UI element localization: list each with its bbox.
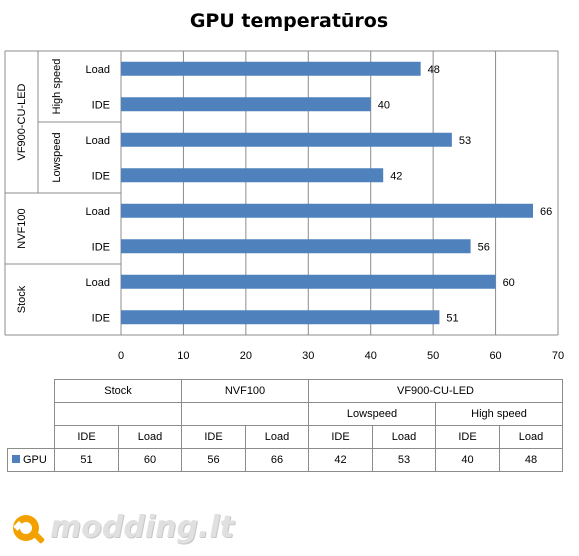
bar	[121, 61, 421, 76]
table-header-row-top: Stock NVF100 VF900-CU-LED	[8, 379, 563, 403]
category-label: IDE	[92, 312, 110, 324]
data-label: 53	[459, 135, 471, 147]
table-col-header: Load	[372, 425, 436, 449]
table-header-nvf100-sub	[181, 402, 309, 426]
logo-text: modding.lt	[50, 510, 234, 545]
category-label: Load	[86, 64, 110, 76]
table-col-header: Load	[245, 425, 309, 449]
category-label: Load	[86, 277, 110, 289]
table-row-gpu: GPU 51 60 56 66 42 53 40 48	[7, 448, 563, 472]
data-label: 40	[378, 99, 390, 111]
x-tick-label: 50	[427, 350, 439, 362]
x-tick-label: 60	[489, 350, 501, 362]
group-label: VF900-CU-LED	[16, 83, 28, 160]
subgroup-label: Lowspeed	[51, 132, 63, 182]
wrench-icon	[13, 515, 45, 544]
bar	[121, 168, 384, 183]
data-label: 66	[540, 206, 552, 218]
data-label: 51	[446, 312, 458, 324]
table-header-vf900: VF900-CU-LED	[308, 379, 563, 403]
bar	[121, 239, 471, 254]
table-header-nvf100: NVF100	[181, 379, 309, 403]
group-label: NVF100	[16, 208, 28, 248]
table-cell: 40	[435, 448, 500, 472]
x-tick-label: 70	[552, 350, 564, 362]
bar	[121, 203, 534, 218]
x-tick-label: 20	[240, 350, 252, 362]
data-label: 60	[503, 277, 515, 289]
table-row-label-text: GPU	[23, 454, 47, 466]
category-label: IDE	[92, 99, 110, 111]
table-header-row-sub: Lowspeed High speed	[8, 402, 563, 426]
table-col-header: Load	[499, 425, 563, 449]
table-cell: 60	[118, 448, 182, 472]
category-label: IDE	[92, 170, 110, 182]
table-header-lowspeed: Lowspeed	[308, 402, 436, 426]
category-label: Load	[86, 206, 110, 218]
table-col-header: IDE	[54, 425, 119, 449]
table-row-label: GPU	[7, 448, 55, 472]
table-col-header: Load	[118, 425, 182, 449]
chart: GPU temperatūros 48 Load 40 IDE 53 Load 42 IDE 6…	[4, 10, 564, 362]
x-tick-label: 10	[177, 350, 189, 362]
table-header-stock-sub	[54, 402, 182, 426]
x-tick-label: 0	[118, 350, 124, 362]
data-table: Stock NVF100 VF900-CU-LED Lowspeed High …	[7, 379, 563, 472]
subgroup-label: High speed	[51, 59, 63, 115]
table-cell: 48	[499, 448, 563, 472]
data-label: 48	[428, 64, 440, 76]
data-label: 42	[390, 170, 402, 182]
table-header-highspeed: High speed	[435, 402, 563, 426]
table-cell: 51	[54, 448, 119, 472]
logo: modding.lt	[10, 510, 234, 550]
legend-key	[12, 455, 20, 464]
table-col-header: IDE	[181, 425, 246, 449]
x-tick-label: 30	[302, 350, 314, 362]
bar	[121, 310, 440, 325]
table-header-row-cols: IDE Load IDE Load IDE Load IDE Load	[8, 425, 563, 449]
table-col-header: IDE	[435, 425, 500, 449]
table-cell: 53	[372, 448, 436, 472]
bar	[121, 132, 452, 147]
category-label: Load	[86, 135, 110, 147]
table-cell: 42	[308, 448, 373, 472]
x-tick-label: 40	[365, 350, 377, 362]
table-cell: 66	[245, 448, 309, 472]
group-label: Stock	[16, 285, 28, 313]
table-header-stock: Stock	[54, 379, 182, 403]
data-label: 56	[478, 241, 490, 253]
bar	[121, 274, 496, 289]
category-label: IDE	[92, 241, 110, 253]
bar	[121, 97, 371, 112]
table-col-header: IDE	[308, 425, 373, 449]
chart-title: GPU temperatūros	[190, 10, 388, 32]
table-cell: 56	[181, 448, 246, 472]
